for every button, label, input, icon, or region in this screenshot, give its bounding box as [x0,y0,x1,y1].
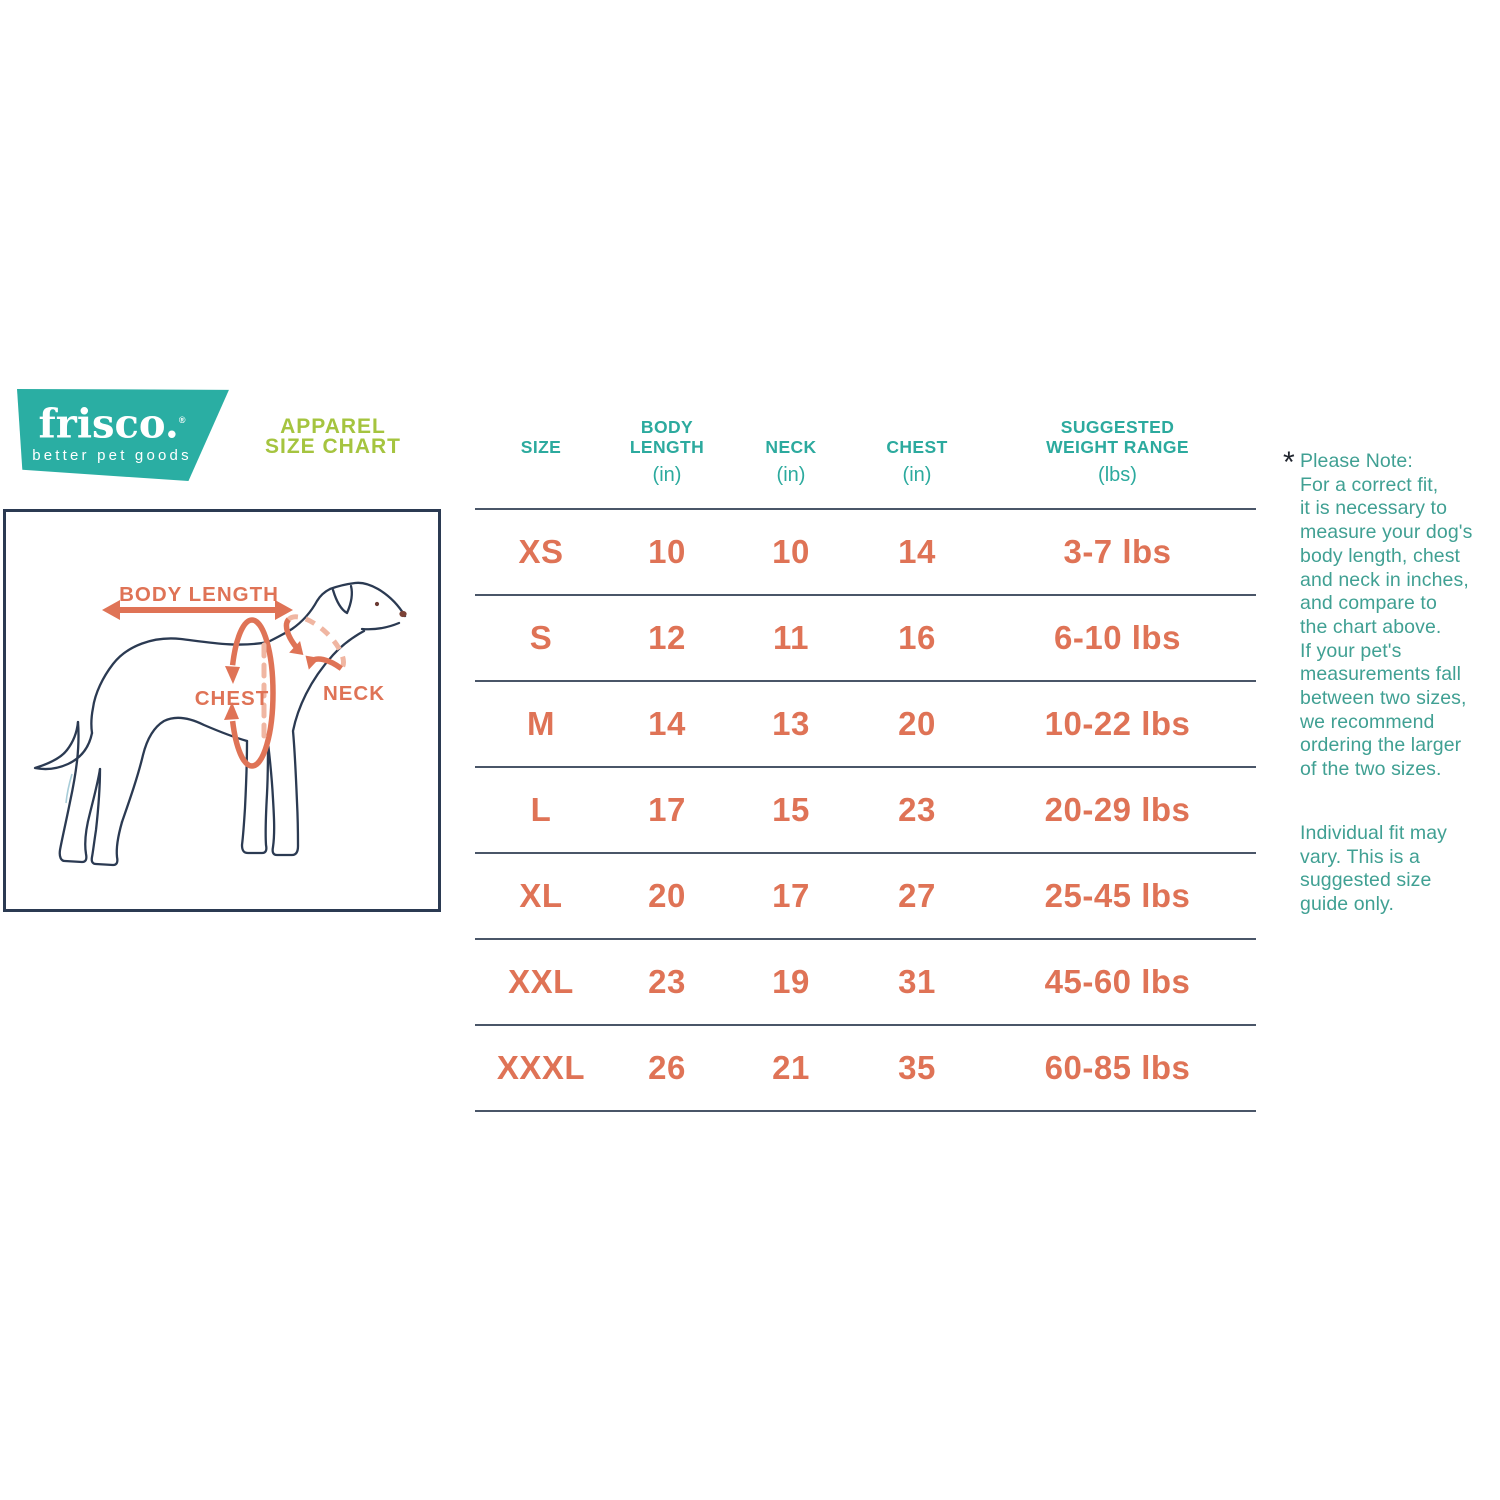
table-row-xxl: XXL 23 19 31 45-60 lbs [475,940,1256,1026]
cell-neck: 10 [772,533,810,570]
col-header-size: SIZE [475,415,607,508]
cell-weight: 20-29 lbs [1044,791,1191,828]
cell-body-length: 10 [648,533,686,570]
cell-size: M [527,705,555,742]
col-header-weight: SUGGESTED WEIGHT RANGE (lbs) [979,415,1256,508]
cell-size: XS [518,533,564,570]
registered-mark: ® [178,415,186,425]
chest-measure-ring [224,617,276,769]
cell-neck: 21 [772,1049,810,1086]
table-row-l: L 17 15 23 20-29 lbs [475,768,1256,854]
note-text: Please Note: For a correct fit, it is ne… [1300,450,1500,917]
cell-size: XXXL [496,1049,586,1086]
size-table: SIZE BODY LENGTH (in) NECK (in) CHEST (i… [475,415,1256,1112]
col-header-body-length: BODY LENGTH (in) [607,415,727,508]
cell-size: XXL [508,963,574,1000]
cell-body-length: 23 [648,963,686,1000]
cell-neck: 13 [772,705,810,742]
body-length-arrow [102,600,293,620]
table-row-m: M 14 13 20 10-22 lbs [475,682,1256,768]
brand-wordmark: frisco. [38,400,179,448]
cell-neck: 17 [772,877,810,914]
cell-weight: 45-60 lbs [1044,963,1191,1000]
cell-chest: 14 [898,533,936,570]
brand-name: frisco.® [17,400,207,444]
dog-diagram-svg: BODY LENGTH CHEST NECK [33,581,407,867]
page-title: APPAREL SIZE CHART [250,415,416,458]
col-header-size-label: SIZE [520,437,562,457]
cell-chest: 35 [898,1049,936,1086]
cell-chest: 23 [898,791,936,828]
cell-body-length: 17 [648,791,686,828]
dog-nose [399,610,407,618]
note-paragraph-1: Please Note: For a correct fit, it is ne… [1300,450,1473,781]
note-section: * Please Note: For a correct fit, it is … [1283,446,1500,917]
cell-body-length: 12 [648,619,686,656]
dog-eye [374,601,380,607]
col-header-body-length-unit: (in) [652,464,682,486]
table-row-xs: XS 10 10 14 3-7 lbs [475,510,1256,596]
cell-weight: 6-10 lbs [1054,619,1181,656]
cell-weight: 60-85 lbs [1044,1049,1191,1086]
page-title-line1: APPAREL [280,415,386,438]
size-table-header: SIZE BODY LENGTH (in) NECK (in) CHEST (i… [475,415,1256,510]
cell-body-length: 14 [648,705,686,742]
frisco-logo: frisco.® better pet goods [17,388,229,482]
dog-outline [33,581,407,867]
leg-shading-line [65,773,73,804]
col-header-chest-label: CHEST [886,437,948,457]
col-header-neck-label: NECK [765,437,817,457]
col-header-neck-unit: (in) [776,464,806,486]
cell-weight: 3-7 lbs [1063,533,1172,570]
cell-neck: 19 [772,963,810,1000]
cell-size: S [529,619,553,656]
cell-size: L [530,791,552,828]
col-header-weight-label: SUGGESTED WEIGHT RANGE [1046,417,1189,457]
col-header-body-length-label: BODY LENGTH [629,417,705,457]
cell-body-length: 26 [648,1049,686,1086]
cell-chest: 16 [898,619,936,656]
col-header-neck: NECK (in) [727,415,855,508]
col-header-weight-unit: (lbs) [1098,464,1137,486]
chest-label: CHEST [195,687,269,710]
dog-measurement-diagram: BODY LENGTH CHEST NECK [3,509,441,912]
cell-chest: 20 [898,705,936,742]
neck-label: NECK [323,682,385,705]
cell-neck: 15 [772,791,810,828]
table-row-xl: XL 20 17 27 25-45 lbs [475,854,1256,940]
body-length-label: BODY LENGTH [119,583,279,606]
col-header-chest-unit: (in) [902,464,932,486]
note-paragraph-2: Individual fit may vary. This is a sugge… [1300,821,1448,915]
table-row-xxxl: XXXL 26 21 35 60-85 lbs [475,1026,1256,1112]
col-header-chest: CHEST (in) [855,415,979,508]
cell-chest: 31 [898,963,936,1000]
brand-tagline: better pet goods [32,447,192,465]
page-title-line2: SIZE CHART [265,435,401,458]
frisco-logo-text: frisco.® better pet goods [17,389,207,465]
cell-body-length: 20 [648,877,686,914]
cell-size: XL [519,877,563,914]
table-row-s: S 12 11 16 6-10 lbs [475,596,1256,682]
cell-weight: 25-45 lbs [1044,877,1191,914]
cell-weight: 10-22 lbs [1044,705,1191,742]
cell-neck: 11 [773,619,809,656]
asterisk: * [1283,446,1295,479]
cell-chest: 27 [898,877,936,914]
neck-measure-ring [283,614,346,671]
